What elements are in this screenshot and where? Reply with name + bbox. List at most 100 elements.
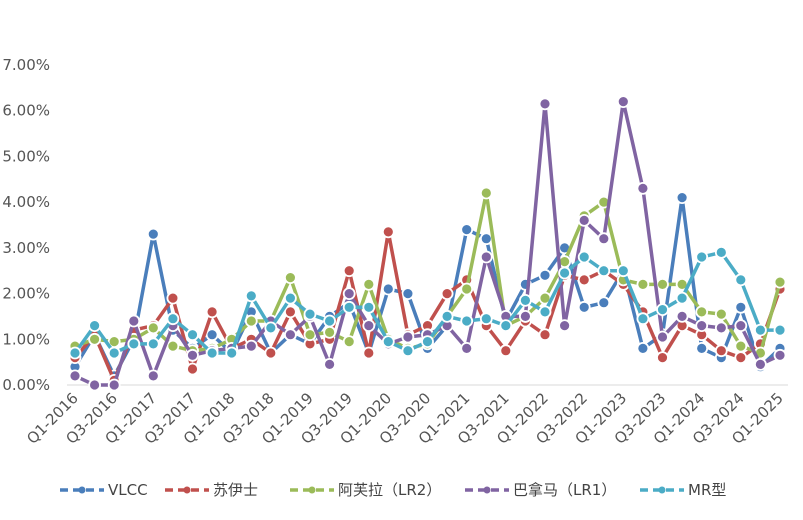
data-point bbox=[244, 314, 258, 328]
data-point bbox=[734, 273, 748, 287]
data-point bbox=[773, 348, 787, 362]
data-point bbox=[597, 232, 611, 246]
series-group bbox=[68, 95, 787, 392]
data-point bbox=[186, 328, 199, 342]
data-point bbox=[479, 250, 493, 264]
data-point bbox=[538, 97, 552, 111]
data-point bbox=[577, 300, 591, 314]
data-point bbox=[460, 282, 474, 296]
legend-swatch-marker bbox=[183, 486, 191, 494]
data-point bbox=[146, 337, 160, 351]
data-point bbox=[381, 282, 395, 296]
data-point bbox=[558, 319, 571, 333]
y-tick-label: 0.00% bbox=[2, 376, 50, 394]
y-tick-label: 6.00% bbox=[2, 102, 50, 120]
data-point bbox=[166, 339, 180, 353]
data-point bbox=[107, 378, 121, 392]
data-point bbox=[225, 346, 239, 360]
data-point bbox=[401, 344, 415, 358]
legend-item: MR型 bbox=[640, 481, 726, 499]
data-point bbox=[264, 321, 278, 335]
data-point bbox=[264, 346, 278, 360]
data-point bbox=[479, 186, 493, 200]
data-point bbox=[636, 181, 650, 195]
data-point bbox=[773, 275, 787, 289]
data-point bbox=[283, 271, 297, 285]
data-point bbox=[146, 321, 160, 335]
data-point bbox=[714, 245, 728, 259]
data-point bbox=[538, 328, 552, 342]
series-1 bbox=[68, 225, 787, 387]
data-point bbox=[538, 268, 552, 282]
data-point bbox=[714, 307, 728, 321]
legend-swatch-marker bbox=[78, 486, 86, 494]
legend-label: MR型 bbox=[688, 481, 726, 499]
data-point bbox=[362, 319, 376, 333]
series-4 bbox=[68, 245, 787, 360]
data-point bbox=[146, 369, 160, 383]
data-point bbox=[244, 339, 258, 353]
legend-swatch-marker bbox=[658, 486, 666, 494]
data-point bbox=[460, 314, 474, 328]
data-point bbox=[323, 314, 337, 328]
data-point bbox=[714, 321, 728, 335]
data-point bbox=[381, 225, 395, 239]
data-point bbox=[597, 296, 611, 310]
data-point bbox=[519, 293, 532, 307]
legend-item: 苏伊士 bbox=[165, 481, 258, 499]
data-point bbox=[68, 346, 82, 360]
data-point bbox=[656, 351, 669, 365]
data-point bbox=[186, 348, 199, 362]
data-point bbox=[636, 341, 650, 355]
data-point bbox=[636, 277, 650, 291]
data-point bbox=[577, 273, 591, 287]
data-point bbox=[68, 369, 82, 383]
data-point bbox=[754, 357, 767, 371]
data-point bbox=[342, 287, 356, 301]
data-point bbox=[421, 335, 434, 349]
data-point bbox=[362, 346, 376, 360]
data-point bbox=[205, 346, 219, 360]
y-tick-label: 5.00% bbox=[2, 147, 50, 165]
data-point bbox=[460, 223, 474, 237]
data-point bbox=[577, 213, 591, 227]
data-point bbox=[616, 95, 630, 108]
data-point bbox=[342, 264, 356, 278]
legend-swatch-marker bbox=[308, 486, 316, 494]
legend-item: VLCC bbox=[60, 481, 148, 499]
data-point bbox=[303, 307, 317, 321]
data-point bbox=[440, 309, 454, 323]
data-point bbox=[577, 250, 591, 264]
data-point bbox=[283, 291, 297, 305]
data-point bbox=[695, 319, 709, 333]
data-point bbox=[538, 305, 552, 319]
data-point bbox=[107, 346, 121, 360]
data-point bbox=[88, 319, 101, 333]
legend-swatch-marker bbox=[483, 486, 491, 494]
y-tick-label: 4.00% bbox=[2, 193, 50, 211]
y-tick-label: 3.00% bbox=[2, 239, 50, 257]
legend-label: 巴拿马（LR1） bbox=[513, 481, 616, 499]
data-point bbox=[460, 341, 474, 355]
data-point bbox=[146, 227, 160, 241]
data-point bbox=[519, 309, 532, 323]
data-point bbox=[381, 335, 395, 349]
data-point bbox=[754, 323, 767, 337]
data-point bbox=[127, 337, 141, 351]
data-point bbox=[323, 357, 337, 371]
data-point bbox=[342, 300, 356, 314]
data-point bbox=[558, 266, 571, 280]
data-point bbox=[734, 300, 748, 314]
data-point bbox=[695, 305, 709, 319]
data-point bbox=[479, 232, 493, 246]
data-point bbox=[695, 250, 709, 264]
data-point bbox=[244, 289, 258, 303]
data-point bbox=[283, 328, 297, 342]
data-point bbox=[616, 264, 630, 278]
x-axis: Q1-2016Q3-2016Q1-2017Q3-2017Q1-2018Q3-20… bbox=[23, 389, 787, 448]
data-point bbox=[166, 291, 180, 305]
data-point bbox=[734, 339, 748, 353]
data-point bbox=[656, 277, 669, 291]
data-point bbox=[734, 319, 748, 333]
